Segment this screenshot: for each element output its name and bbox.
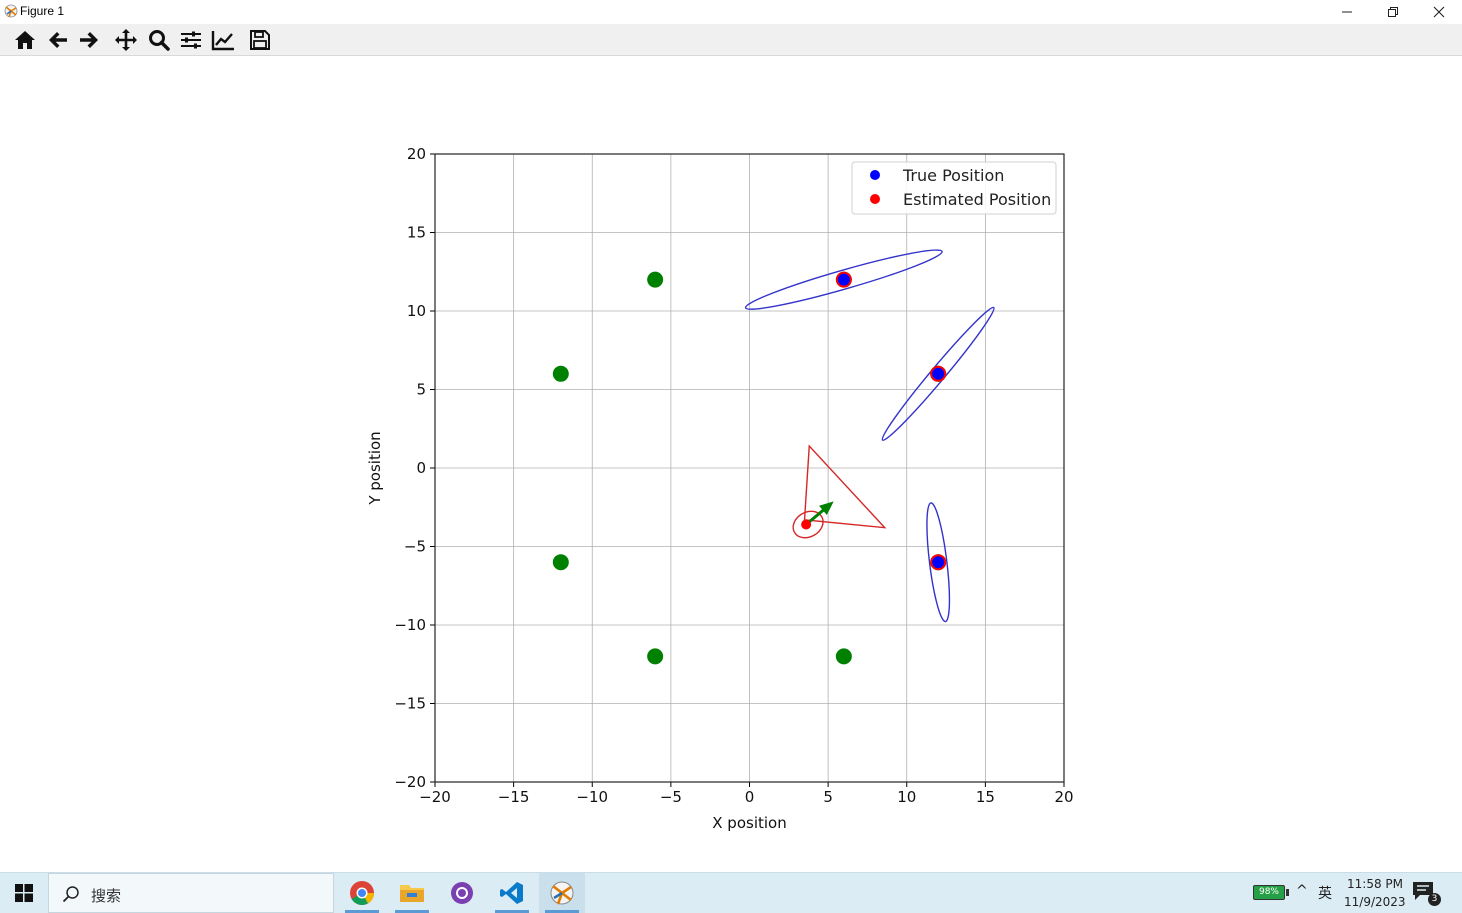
x-tick-label: 0	[745, 788, 755, 806]
y-tick-label: 10	[407, 302, 426, 320]
taskbar-app-chrome[interactable]	[339, 873, 385, 913]
y-tick-label: −5	[404, 538, 426, 556]
legend: True Position Estimated Position	[851, 161, 1057, 215]
y-tick-label: −15	[394, 695, 426, 713]
battery-cap	[1286, 889, 1289, 896]
search-box[interactable]: 搜索	[48, 873, 334, 913]
figure-canvas[interactable]: −20 −15 −10 −5 0 5 10 15 20 −20 −15 −10 −5 0 5 10 15 20 X …	[0, 56, 1462, 872]
y-tick-label: 0	[416, 459, 426, 477]
home-icon	[15, 31, 35, 49]
restore-button[interactable]	[1370, 0, 1416, 24]
taskbar: 搜索 98% ^	[0, 872, 1462, 913]
landmark-covariance-ellipse	[744, 249, 943, 310]
folder-icon	[400, 885, 424, 902]
forward-arrow-icon	[80, 32, 98, 48]
x-tick-label: −15	[498, 788, 530, 806]
minimize-button[interactable]	[1324, 0, 1370, 24]
x-tick-label: 20	[1054, 788, 1073, 806]
pan-move-icon	[115, 29, 137, 51]
taskbar-app-vscode[interactable]	[489, 873, 535, 913]
vscode-icon	[500, 882, 523, 904]
window-title: Figure 1	[20, 4, 65, 18]
true-landmark-point	[932, 367, 945, 380]
navigation-toolbar	[0, 24, 1462, 56]
back-arrow-icon	[49, 32, 67, 48]
pan-button[interactable]	[112, 27, 140, 53]
plot-svg: −20 −15 −10 −5 0 5 10 15 20 −20 −15 −10 −5 0 5 10 15 20 X …	[366, 145, 1074, 832]
y-tick-label: −20	[394, 773, 426, 791]
x-tick-label: 15	[976, 788, 995, 806]
zoom-button[interactable]	[145, 27, 173, 53]
x-tick-label: 5	[823, 788, 833, 806]
x-tick-label: 10	[897, 788, 916, 806]
y-tick-label: 20	[407, 145, 426, 163]
robot-heading-arrowhead	[819, 501, 834, 515]
battery-indicator[interactable]: 98%	[1253, 885, 1285, 900]
robot-estimated-position	[801, 519, 812, 530]
home-button[interactable]	[11, 27, 39, 53]
landmark-point	[835, 648, 852, 665]
github-desktop-icon	[451, 882, 473, 904]
legend-marker	[870, 170, 880, 180]
zoom-magnifier-icon	[149, 30, 170, 51]
edit-axis-button[interactable]	[209, 27, 237, 53]
legend-marker	[870, 194, 880, 204]
forward-button[interactable]	[75, 27, 103, 53]
tray-expand-icon[interactable]: ^	[1296, 883, 1308, 899]
close-icon	[1433, 6, 1445, 18]
true-landmark-point	[932, 556, 945, 569]
close-button[interactable]	[1416, 0, 1462, 24]
windows-logo-icon	[15, 884, 33, 902]
robot-covariance-ellipse	[792, 510, 824, 539]
configure-subplots-button[interactable]	[177, 27, 205, 53]
robot-sensor-triangle	[803, 444, 887, 529]
x-axis-label: X position	[712, 814, 786, 832]
taskbar-app-github-desktop[interactable]	[439, 873, 485, 913]
y-tick-label: 15	[407, 224, 426, 242]
notification-icon	[1413, 882, 1433, 900]
landmark-covariance-ellipse	[926, 502, 951, 623]
search-placeholder: 搜索	[91, 887, 122, 905]
axes-frame	[434, 153, 1065, 783]
true-landmark-point	[837, 273, 850, 286]
restore-icon	[1388, 7, 1398, 17]
matplotlib-app-icon	[4, 4, 18, 18]
taskbar-app-file-explorer[interactable]	[389, 873, 435, 913]
back-button[interactable]	[44, 27, 72, 53]
y-axis-label: Y position	[366, 431, 384, 505]
clock-time[interactable]: 11:58 PM	[1347, 877, 1403, 891]
line-chart-icon	[211, 31, 234, 51]
landmark-point	[647, 271, 664, 288]
landmark-point	[647, 648, 664, 665]
matplotlib-icon	[550, 881, 574, 905]
search-icon	[62, 886, 79, 903]
landmark-point	[552, 554, 569, 571]
notification-button[interactable]	[1412, 881, 1448, 907]
title-bar: Figure 1	[0, 0, 1462, 25]
x-tick-label: −10	[576, 788, 608, 806]
sliders-icon	[181, 31, 201, 49]
legend-label: True Position	[902, 166, 1004, 185]
legend-label: Estimated Position	[903, 190, 1051, 209]
clock-date[interactable]: 11/9/2023	[1344, 895, 1406, 909]
start-button[interactable]	[0, 873, 48, 913]
y-tick-label: −10	[394, 616, 426, 634]
save-button[interactable]	[246, 27, 274, 53]
landmark-point	[552, 365, 569, 382]
legend-box	[851, 161, 1057, 215]
chrome-icon	[350, 881, 374, 906]
x-tick-label: −20	[419, 788, 451, 806]
y-tick-label: 5	[416, 381, 426, 399]
x-tick-label: −5	[660, 788, 682, 806]
floppy-disk-icon	[250, 30, 270, 50]
ime-indicator[interactable]: 英	[1318, 886, 1332, 902]
taskbar-app-matplotlib[interactable]	[539, 873, 585, 913]
minimize-icon	[1342, 11, 1352, 13]
notification-count: 3	[1428, 893, 1441, 906]
